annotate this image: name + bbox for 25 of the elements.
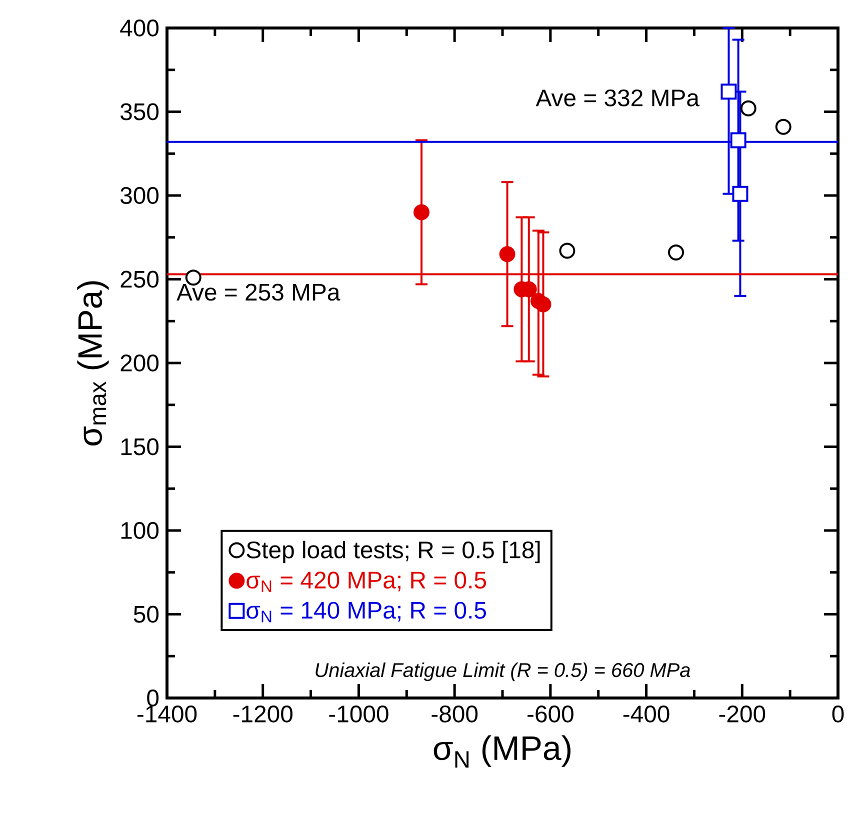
legend-label: σ$_{N}$ = 420 MPa; R = 0.5 [246,572,486,592]
ref-line-label: Ave = 253 MPa [176,284,340,301]
ref-line-label: Ave = 332 MPa [536,89,700,106]
annotation: Uniaxial Fatigue Limit (R = 0.5) = 660 MPa [316,662,690,682]
x-tick-label: -1000 [329,706,388,722]
x-axis-title: σ$_{N}$ (MPa) [434,735,570,768]
x-tick-label: -200 [719,706,766,722]
y-tick-label: 150 [121,438,159,456]
x-tick-label: -600 [528,706,574,722]
y-tick-label: 350 [120,103,159,120]
y-tick-label: 300 [120,187,159,204]
y-tick-label: 200 [120,354,159,372]
x-tick-label: -1400 [137,706,197,722]
y-tick-label: 250 [120,270,159,288]
x-tick-label: 0 [832,706,844,722]
y-axis-title: σ$_{max}$ (MPa) [77,281,109,446]
x-tick-label: -400 [623,706,670,722]
x-tick-label: -800 [432,706,478,722]
y-tick-label: 100 [121,522,159,539]
legend-label: Step load tests; R = 0.5 [18] [246,540,540,564]
x-tick-label: -1200 [233,706,292,722]
y-tick-label: 400 [120,20,159,36]
y-tick-label: 0 [147,690,159,706]
y-tick-label: 50 [134,606,159,623]
legend-label: σ$_{N}$ = 140 MPa; R = 0.5 [246,602,486,622]
